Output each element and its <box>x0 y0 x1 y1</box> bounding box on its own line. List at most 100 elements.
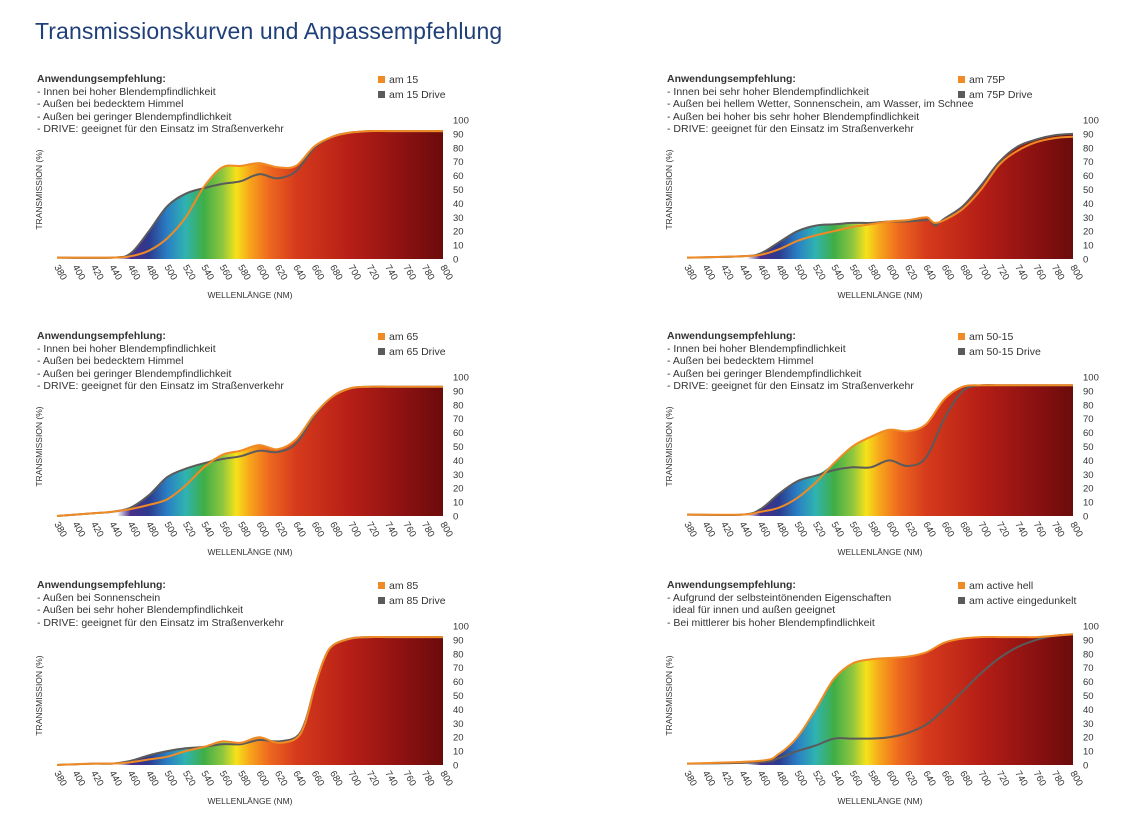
y-tick-label: 100 <box>453 622 469 633</box>
x-tick-label: 440 <box>107 263 124 282</box>
x-tick-label: 700 <box>345 263 362 282</box>
x-tick-label: 540 <box>828 263 845 282</box>
x-tick-label: 800 <box>1067 520 1084 539</box>
x-tick-label: 440 <box>107 769 124 788</box>
x-tick-label: 640 <box>290 520 307 539</box>
y-tick-label: 10 <box>1083 241 1094 252</box>
recommendation-line: - Außen bei bedecktem Himmel <box>37 355 184 367</box>
y-tick-label: 100 <box>1083 622 1099 633</box>
legend-swatch <box>378 582 385 589</box>
x-tick-label: 400 <box>700 769 717 788</box>
y-tick-label: 10 <box>1083 498 1094 509</box>
x-tick-label: 780 <box>1049 520 1066 539</box>
x-tick-label: 520 <box>180 769 197 788</box>
x-tick-label: 500 <box>792 263 809 282</box>
y-tick-label: 0 <box>453 255 458 266</box>
x-tick-label: 540 <box>198 769 215 788</box>
x-tick-label: 560 <box>217 263 234 282</box>
x-tick-label: 740 <box>1012 769 1029 788</box>
x-tick-label: 720 <box>364 263 381 282</box>
legend-swatch <box>958 76 965 83</box>
spectrum-area <box>687 133 1073 259</box>
x-tick-label: 800 <box>1067 769 1084 788</box>
x-tick-label: 480 <box>143 769 160 788</box>
x-tick-label: 520 <box>810 520 827 539</box>
x-tick-label: 800 <box>437 769 454 788</box>
chart-legend: am 85 am 85 Drive <box>378 579 446 608</box>
y-tick-label: 60 <box>1083 428 1094 439</box>
x-axis-label: WELLENLÄNGE (NM) <box>837 290 922 300</box>
x-tick-label: 420 <box>88 520 105 539</box>
legend-label: am 75P <box>969 74 1006 86</box>
x-tick-label: 380 <box>681 769 698 788</box>
y-tick-label: 20 <box>1083 733 1094 744</box>
x-tick-label: 600 <box>884 769 901 788</box>
legend-swatch <box>958 333 965 340</box>
series-line <box>56 385 443 517</box>
x-tick-label: 760 <box>401 520 418 539</box>
y-tick-label: 10 <box>453 747 464 758</box>
x-tick-label: 560 <box>217 769 234 788</box>
y-tick-label: 10 <box>453 498 464 509</box>
transmission-chart: 380 400 420 440 460 480 500 520 540 560 580 600 620 6… <box>664 373 1099 558</box>
recommendation-heading: Anwendungsempfehlung: <box>37 330 166 342</box>
recommendation-line: - Außen bei geringer Blendempfindlichkei… <box>37 367 232 380</box>
legend-label: am 15 Drive <box>389 88 446 101</box>
legend-item: am 15 <box>378 73 446 88</box>
y-tick-label: 20 <box>453 733 464 744</box>
chart-panel: Anwendungsempfehlung: - Innen bei hoher B… <box>664 327 1125 577</box>
recommendation-line: - Innen bei hoher Blendempfindlichkeit <box>37 342 216 355</box>
y-tick-label: 50 <box>1083 691 1094 702</box>
y-tick-label: 0 <box>453 512 458 523</box>
x-axis-label: WELLENLÄNGE (NM) <box>837 547 922 557</box>
chart-panel: Anwendungsempfehlung: - Außen bei Sonnens… <box>34 576 495 826</box>
x-tick-label: 500 <box>162 263 179 282</box>
x-tick-label: 400 <box>70 520 87 539</box>
y-tick-label: 50 <box>1083 442 1094 453</box>
recommendation-heading: Anwendungsempfehlung: <box>667 330 796 342</box>
x-tick-label: 780 <box>1049 769 1066 788</box>
y-tick-label: 80 <box>1083 143 1094 154</box>
series-line <box>686 633 1074 765</box>
x-tick-label: 600 <box>884 263 901 282</box>
y-tick-label: 90 <box>453 129 464 140</box>
y-tick-label: 10 <box>453 241 464 252</box>
x-tick-label: 620 <box>272 520 289 539</box>
y-tick-label: 60 <box>1083 677 1094 688</box>
x-tick-label: 480 <box>773 520 790 539</box>
x-tick-label: 380 <box>51 520 68 539</box>
x-tick-label: 540 <box>828 769 845 788</box>
x-tick-label: 640 <box>290 263 307 282</box>
recommendation-line: - DRIVE: geeignet für den Einsatz im Str… <box>37 380 284 392</box>
y-tick-label: 100 <box>1083 373 1099 384</box>
transmission-chart: 380 400 420 440 460 480 500 520 540 560 580 600 620 6… <box>664 116 1099 301</box>
recommendation-heading: Anwendungsempfehlung: <box>667 579 796 591</box>
chart-panel: Anwendungsempfehlung: - Innen bei hoher B… <box>34 70 495 320</box>
spectrum-area <box>57 386 443 516</box>
legend-swatch <box>378 347 385 355</box>
x-tick-label: 580 <box>865 769 882 788</box>
x-tick-label: 400 <box>700 520 717 539</box>
x-tick-label: 480 <box>143 520 160 539</box>
legend-item: am 50-15 <box>958 330 1041 345</box>
x-tick-label: 520 <box>180 520 197 539</box>
chart-legend: am 15 am 15 Drive <box>378 73 446 102</box>
x-tick-label: 720 <box>994 769 1011 788</box>
x-tick-label: 500 <box>792 520 809 539</box>
legend-label: am active eingedunkelt <box>969 594 1077 607</box>
recommendation-line: - Außen bei hoher bis sehr hoher Blendem… <box>667 110 920 123</box>
x-tick-label: 800 <box>1067 263 1084 282</box>
x-tick-label: 600 <box>254 769 271 788</box>
y-tick-label: 40 <box>453 456 464 467</box>
recommendation-line: - Innen bei hoher Blendempfindlichkeit <box>37 85 216 98</box>
x-tick-label: 580 <box>865 263 882 282</box>
spectrum-area <box>57 637 443 765</box>
recommendation-block: Anwendungsempfehlung: - Innen bei hoher B… <box>667 330 914 393</box>
recommendation-block: Anwendungsempfehlung: - Innen bei sehr ho… <box>667 73 973 136</box>
y-tick-label: 50 <box>1083 185 1094 196</box>
x-tick-label: 520 <box>810 769 827 788</box>
x-tick-label: 700 <box>975 263 992 282</box>
y-tick-label: 10 <box>1083 747 1094 758</box>
x-tick-label: 640 <box>920 520 937 539</box>
recommendation-line: - Außen bei geringer Blendempfindlichkei… <box>667 367 862 380</box>
